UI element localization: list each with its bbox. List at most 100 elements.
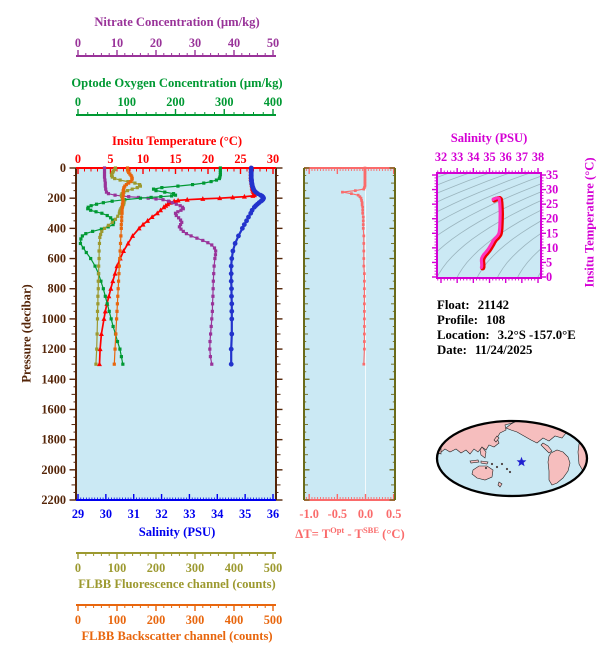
data-marker [102,226,107,230]
location-label: Location: [437,328,490,342]
pressure-tick-label: 1400 [41,372,66,386]
data-marker [195,236,199,240]
data-marker [95,332,99,336]
nitrate-axis: 0 10 20 30 40 50 [75,36,279,57]
data-marker [105,213,109,218]
data-marker [214,178,219,182]
data-marker [363,172,367,176]
island [508,470,512,474]
delta-title-post: (°C) [379,527,405,542]
data-marker [248,210,254,216]
data-marker [151,187,156,191]
data-marker [228,346,234,352]
data-marker [118,241,123,246]
data-marker [97,249,101,253]
data-marker [363,325,366,328]
data-marker [138,196,142,200]
data-marker [121,362,125,366]
isopycnal-line [437,183,541,237]
ts-salinity-title: Salinity (PSU) [450,131,528,145]
data-marker [350,192,353,196]
delta-t-series [341,166,367,366]
ts-salinity-tick-label: 32 [435,150,447,164]
data-marker [160,186,164,190]
data-marker [170,201,174,205]
data-marker [103,178,107,182]
data-marker [360,199,363,202]
data-marker [363,178,367,182]
ts-temperature-tick-label: 20 [546,212,558,226]
salinity-tick-label: 36 [267,507,279,521]
data-marker [212,246,217,250]
data-marker [241,193,247,199]
data-marker [363,175,367,179]
data-marker [121,248,126,253]
data-marker [121,199,125,203]
data-marker [113,176,117,181]
data-marker [116,294,120,298]
landmass [530,421,542,422]
data-marker [363,340,366,343]
data-marker [211,287,215,291]
data-marker [228,271,234,277]
fluor-tick-label: 300 [186,561,204,575]
data-marker [104,187,108,191]
data-marker [102,308,108,314]
ts-temperature-tick-label: 0 [546,270,552,284]
backscatter-tick-label: 400 [225,613,243,627]
data-marker [121,193,125,197]
isopycnal-contours [437,173,541,278]
data-marker [361,208,365,212]
data-marker [175,197,181,203]
data-marker [84,250,88,255]
oxygen-tick-label: 400 [264,95,282,109]
nitrate-axis-title: Nitrate Concentration (µm/kg) [94,15,260,29]
data-marker [178,222,183,227]
island [505,467,509,471]
landmass [540,442,553,454]
temperature-tick-label: 20 [202,152,214,166]
data-marker [136,195,141,200]
data-marker [97,256,101,261]
data-marker [154,210,160,216]
data-marker [239,225,245,231]
data-marker [211,279,215,283]
data-marker [177,225,181,229]
data-marker [111,222,115,227]
pressure-tick-label: 400 [48,221,66,235]
data-marker [178,204,182,208]
data-marker [341,190,344,194]
pressure-tick-label: 1600 [41,402,66,416]
data-marker [354,189,357,192]
pressure-tick-label: 1800 [41,433,66,447]
oxygen-axis: 0 100 200 300 400 [75,95,282,116]
data-marker [135,186,139,190]
data-marker [361,219,365,223]
delta-title-pre: ΔT= T [295,527,331,542]
data-marker [100,229,104,233]
data-marker [363,183,367,186]
data-marker [208,355,213,359]
data-marker [105,302,109,306]
data-marker [96,294,100,298]
data-marker [363,171,367,174]
data-marker [102,166,107,170]
data-marker [173,193,178,197]
data-marker [110,199,114,203]
data-marker [363,186,366,189]
nitrate-tick-label: 40 [228,36,240,50]
data-marker [154,197,158,201]
data-marker [116,287,120,291]
data-marker [210,362,214,366]
data-marker [116,214,120,218]
pressure-tick-label: 0 [60,161,66,175]
data-marker [108,285,114,291]
data-marker [161,198,165,202]
temperature-tick-label: 25 [234,152,246,166]
backscatter-series [112,166,134,366]
data-marker [115,302,119,306]
data-marker [113,217,118,221]
data-marker [360,201,364,205]
salinity-axis-title: Salinity (PSU) [138,525,216,539]
data-marker [356,193,360,197]
